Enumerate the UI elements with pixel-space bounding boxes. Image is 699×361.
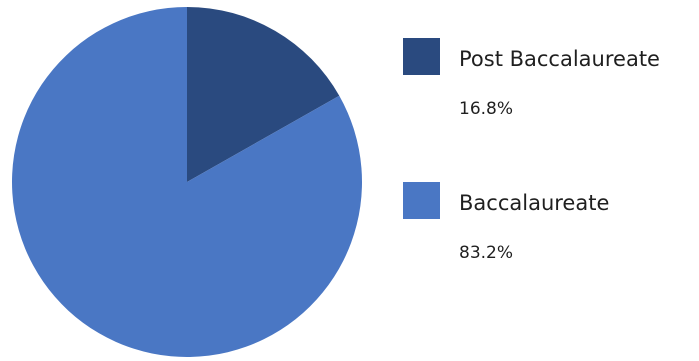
legend-percent-post-baccalaureate: 16.8% [459,99,514,119]
pie-slice-post-baccalaureate [187,7,340,182]
legend-swatch-baccalaureate [403,182,440,219]
legend-swatch-post-baccalaureate [403,38,440,75]
pie-chart [11,7,362,358]
legend-label-baccalaureate: Baccalaureate [459,191,610,215]
legend-percent-baccalaureate: 83.2% [459,243,514,263]
legend-label-post-baccalaureate: Post Baccalaureate [459,47,660,71]
pie-slice-baccalaureate [11,7,362,358]
